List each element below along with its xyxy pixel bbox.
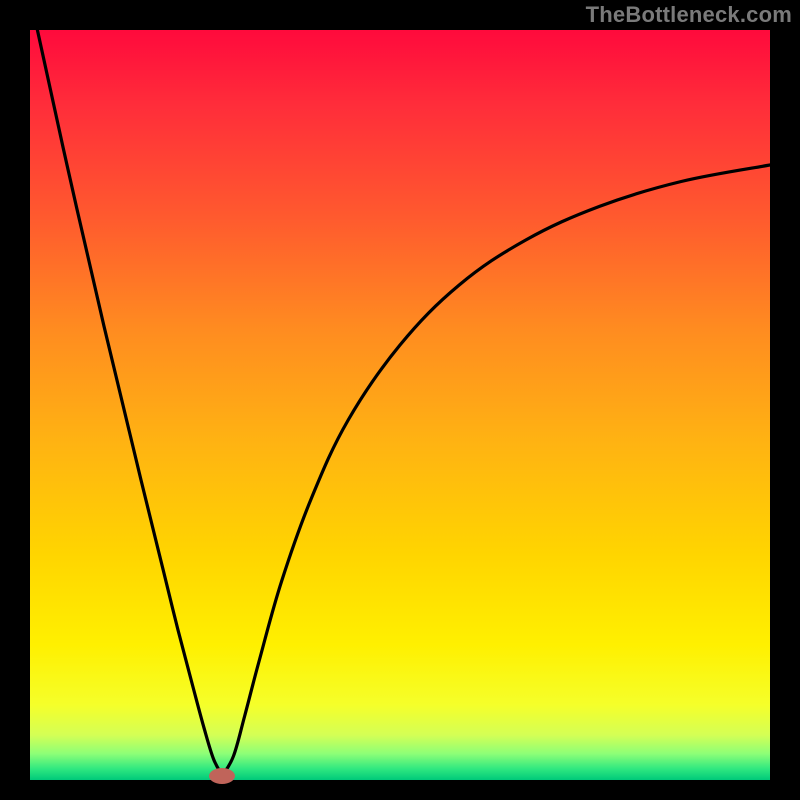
minimum-marker: [209, 768, 235, 784]
plot-area: [30, 30, 770, 780]
watermark-text: TheBottleneck.com: [586, 2, 792, 28]
curve-svg: [30, 30, 770, 780]
curve-left-branch: [37, 30, 222, 776]
chart-frame: TheBottleneck.com: [0, 0, 800, 800]
curve-right-branch: [222, 165, 770, 776]
